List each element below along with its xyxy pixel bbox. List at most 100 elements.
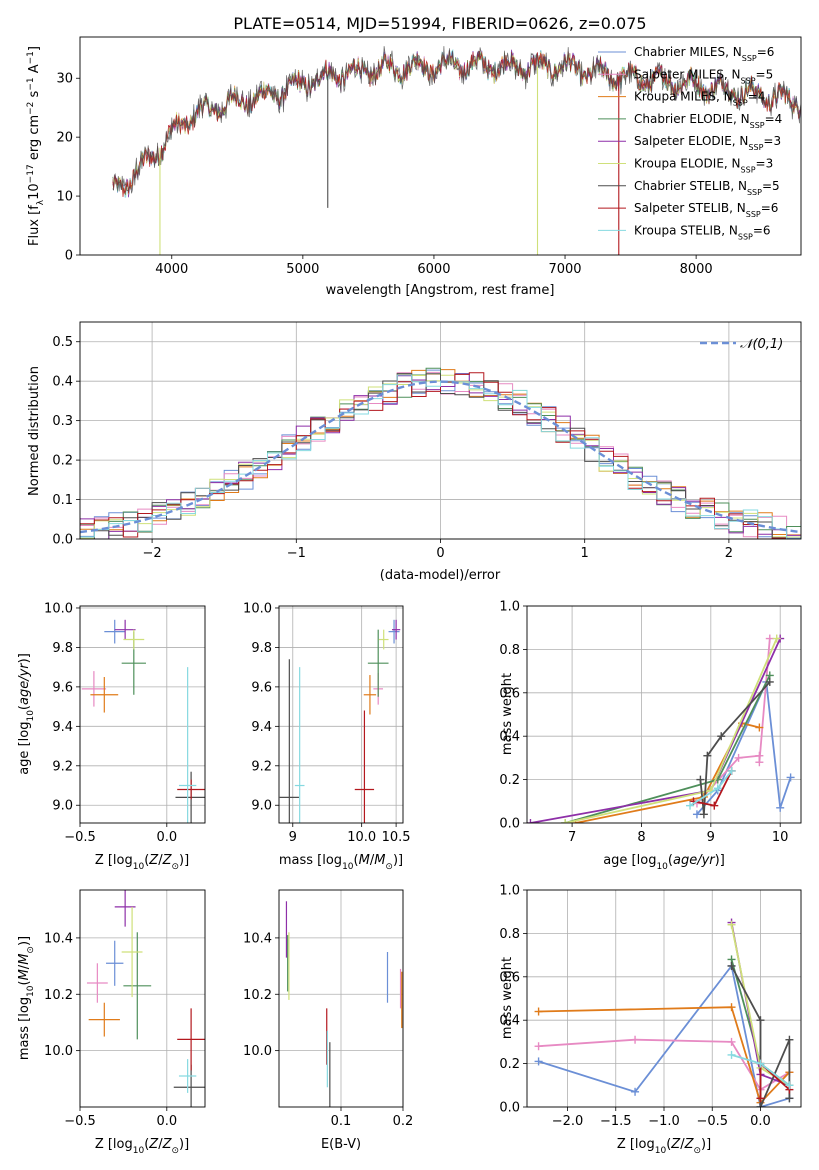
axes-frame [79, 889, 206, 1108]
y-axis-label: mass [log10(M/M⊙)] [17, 936, 36, 1060]
weight-line [696, 638, 771, 805]
x-tick-label: −0.5 [64, 830, 96, 845]
errorbar-point [178, 667, 197, 823]
plot-area [285, 901, 403, 1107]
legend-entry: 𝒩(0,1) [740, 337, 783, 352]
x-tick-label: −1 [287, 546, 306, 561]
axes-frame [278, 605, 404, 824]
weight-marker [696, 775, 705, 784]
legend-entry: Kroupa MILES, NSSP=4 [634, 90, 765, 108]
y-tick-label: 10.0 [44, 601, 73, 616]
axes-frame [526, 889, 802, 1108]
age-vs-Z-chart: −0.5 0.0 9.0 9.2 9.4 9.6 9.8 10.0 Z [log10(Z/Z⊙)… [17, 601, 206, 872]
errorbar-point [354, 710, 375, 823]
y-tick-label: 0.6 [499, 686, 520, 701]
plot-area [279, 619, 401, 823]
legend-entry: Chabrier MILES, NSSP=6 [634, 45, 774, 63]
axes-frame [79, 321, 802, 540]
y-tick-label: 20 [56, 131, 73, 146]
weight-marker [756, 1103, 765, 1107]
figure-title: PLATE=0514, MJD=51994, FIBERID=0626, z=0… [233, 14, 646, 33]
y-axis-label: mass weight [500, 957, 515, 1039]
y-tick-label: 9.2 [251, 759, 272, 774]
errorbar-point [88, 1002, 120, 1037]
x-tick-label: 9 [707, 830, 715, 845]
x-tick-label: 10.5 [382, 830, 411, 845]
x-tick-label: 8000 [680, 262, 713, 277]
weight-marker [785, 1035, 794, 1044]
x-axis-label: mass [log10(M/M⊙)] [279, 853, 403, 872]
x-axis-label: age [log10(age/yr)] [603, 853, 725, 872]
x-axis-label: E(B-V) [321, 1137, 361, 1152]
x-tick-label: −0.5 [696, 1114, 728, 1129]
x-tick-label: −1.5 [600, 1114, 632, 1129]
y-tick-label: 0.4 [52, 375, 73, 390]
spectrum-line-chabrier-stelib [112, 46, 801, 194]
legend: Chabrier MILES, NSSP=6 Salpeter MILES, NS… [598, 45, 782, 241]
errorbar-point [114, 619, 136, 640]
weight-marker [755, 723, 764, 732]
weight-marker [786, 773, 795, 782]
y-axis-label: Flux [fλ10−17 erg cm−2 s−1 A−1] [26, 46, 46, 246]
x-tick-label: −2 [143, 546, 162, 561]
weight-marker [727, 961, 736, 970]
plot-area [81, 619, 205, 823]
x-tick-label: 1 [581, 546, 589, 561]
weight-marker [776, 803, 785, 812]
y-tick-label: 0.2 [52, 454, 73, 469]
weight-marker [699, 810, 708, 819]
errorbar-point [90, 677, 119, 713]
y-tick-label: 0 [65, 249, 73, 264]
weight-marker [734, 753, 743, 762]
weight-marker [727, 1003, 736, 1012]
y-tick-label: 1.0 [499, 600, 520, 615]
errorbar-point [177, 1008, 205, 1071]
weight-marker [534, 1007, 543, 1016]
x-tick-label: 2 [725, 546, 733, 561]
x-tick-label: 10.0 [347, 830, 376, 845]
x-axis-label: Z [log10(Z/Z⊙)] [95, 1137, 189, 1156]
x-axis-label: (data-model)/error [380, 568, 501, 583]
y-tick-label: 9.8 [251, 641, 272, 656]
y-tick-label: 0.8 [499, 927, 520, 942]
weight-line [575, 722, 760, 823]
y-tick-label: 0.4 [499, 730, 520, 745]
plot-area [86, 890, 205, 1107]
weight-marker [703, 751, 712, 760]
weight-marker [692, 810, 701, 819]
plot-area [80, 367, 801, 539]
errorbar-point [363, 675, 377, 715]
weight-marker [785, 1081, 794, 1090]
x-tick-label: 0.0 [156, 830, 177, 845]
y-tick-label: 0.2 [499, 773, 520, 788]
legend-entry: Kroupa STELIB, NSSP=6 [634, 223, 771, 241]
weight-marker [765, 634, 774, 643]
weight-line [730, 965, 791, 1107]
axes-frame [278, 889, 404, 1108]
y-tick-label: 0.0 [499, 1101, 520, 1116]
x-tick-label: −1.0 [648, 1114, 680, 1129]
errorbar-point [104, 619, 126, 644]
y-tick-label: 0.3 [52, 414, 73, 429]
weight-marker [713, 784, 722, 793]
y-tick-label: 9.0 [251, 799, 272, 814]
weight-marker [727, 766, 736, 775]
y-tick-label: 0.1 [52, 493, 73, 508]
y-tick-label: 10.4 [243, 931, 272, 946]
y-axis-label: mass weight [500, 673, 515, 755]
weight-marker [686, 801, 695, 810]
errorbar-point [81, 671, 107, 707]
weight-marker [561, 819, 570, 823]
y-tick-label: 0.6 [499, 970, 520, 985]
y-tick-label: 1.0 [499, 884, 520, 899]
weight-marker [631, 1035, 640, 1044]
x-tick-label: 0.0 [750, 1114, 771, 1129]
weight-marker [755, 758, 764, 767]
y-tick-label: 9.6 [251, 680, 272, 695]
age-vs-mass-chart: 9 10.0 10.5 9.0 9.2 9.4 9.6 9.8 10.0 [243, 601, 411, 845]
axes-frame [79, 36, 802, 256]
legend-entry: Salpeter MILES, NSSP=5 [634, 67, 773, 85]
x-tick-label: 9 [289, 830, 297, 845]
weight-marker [756, 1094, 765, 1103]
